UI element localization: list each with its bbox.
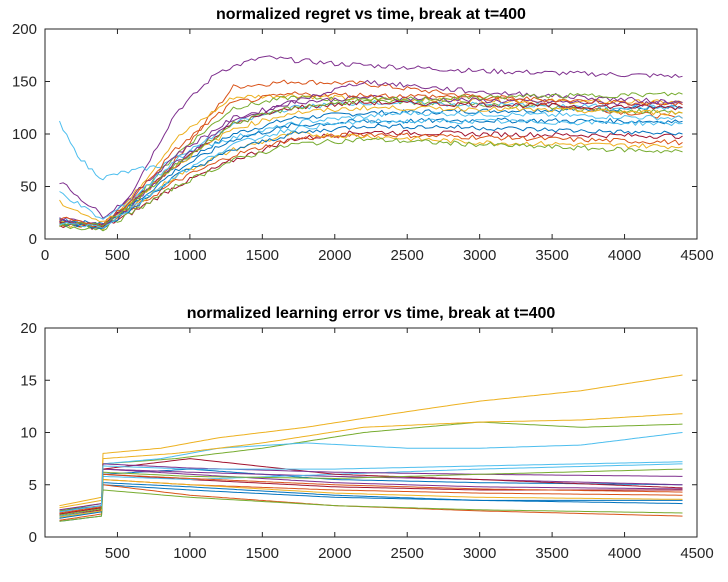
series-line-5 [59,95,683,229]
x-tick-label: 1500 [246,247,279,264]
series-line-15 [59,482,683,519]
series-line-18 [59,463,683,511]
y-tick-label: 10 [20,425,37,442]
x-tick-label: 1000 [173,247,206,264]
regret-chart: normalized regret vs time, break at t=40… [12,6,714,264]
x-tick-label: 0 [41,247,49,264]
x-tick-label: 500 [105,247,130,264]
x-tick-label: 4500 [680,545,713,562]
series-line-20 [59,461,683,513]
series-line-8 [59,117,683,228]
x-tick-label: 1500 [246,545,279,562]
series-line-13 [59,99,683,220]
series-line-16 [59,473,683,514]
y-tick-label: 5 [29,477,37,494]
series-line-9 [59,132,683,229]
chart-title: normalized learning error vs time, break… [187,305,556,322]
series-line-17 [59,105,683,222]
series-line-8 [59,484,683,522]
series-line-11 [59,468,683,513]
y-tick-label: 20 [20,320,37,337]
x-tick-label: 3000 [463,545,496,562]
series-line-5 [59,421,683,512]
x-tick-label: 3000 [463,247,496,264]
x-tick-label: 4000 [608,247,641,264]
series-line-4 [59,55,683,229]
chart-title: normalized regret vs time, break at t=40… [216,6,526,23]
series-line-10 [59,131,683,228]
x-tick-label: 2500 [391,545,424,562]
y-tick-label: 200 [12,21,37,38]
series-line-12 [59,489,683,522]
series-line-11 [59,95,683,219]
x-tick-label: 4500 [680,247,713,264]
x-tick-label: 500 [105,545,130,562]
series-line-19 [59,468,683,516]
series-line-6 [59,432,683,519]
x-tick-label: 2500 [391,247,424,264]
y-tick-label: 0 [29,231,37,248]
y-tick-label: 150 [12,74,37,91]
plot-area [45,328,697,537]
x-tick-label: 2000 [318,545,351,562]
learning-error-chart: normalized learning error vs time, break… [20,305,713,562]
series-line-12 [59,137,683,232]
x-tick-label: 2000 [318,247,351,264]
series-line-14 [59,458,683,515]
x-tick-label: 3500 [535,545,568,562]
x-tick-label: 3500 [535,247,568,264]
series-line-3 [59,374,683,507]
series-line-10 [59,413,683,509]
y-tick-label: 100 [12,126,37,143]
series-group [59,374,683,522]
y-tick-label: 15 [20,372,37,389]
series-line-16 [59,91,683,226]
series-line-17 [59,479,683,518]
series-line-19 [59,91,683,228]
x-tick-label: 1000 [173,545,206,562]
series-line-20 [59,118,683,229]
series-group [59,55,683,232]
series-line-6 [59,110,683,181]
y-tick-label: 0 [29,529,37,546]
y-tick-label: 50 [20,179,37,196]
x-tick-label: 4000 [608,545,641,562]
